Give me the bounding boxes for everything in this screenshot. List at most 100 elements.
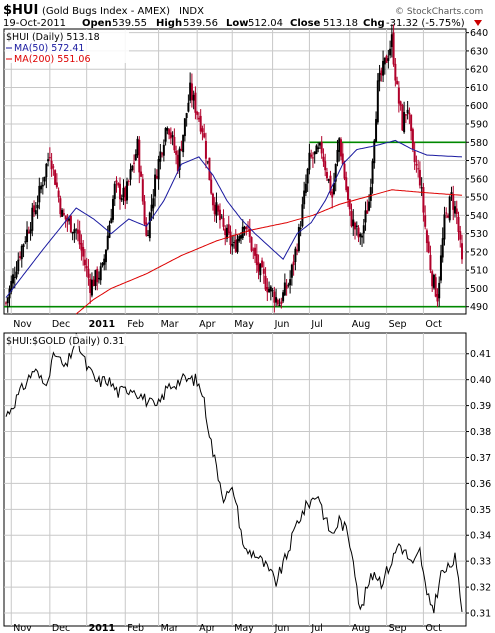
price-body	[441, 238, 444, 258]
price-body	[215, 202, 218, 216]
price-x-axis: Nov Dec 2011 Feb Mar Apr May Jun Jul Aug Sep Oct	[13, 319, 442, 330]
price-body	[306, 168, 309, 184]
price-body	[355, 225, 358, 228]
ratio-y-axis: 0.31 0.32 0.33 0.34 0.35 0.36 0.37 0.38 0.39 0.40…	[466, 349, 491, 620]
price-body	[361, 235, 364, 238]
price-body	[301, 204, 304, 227]
y-tick-label: 630	[470, 46, 488, 57]
price-body	[10, 280, 13, 292]
price-body	[47, 159, 50, 162]
price-body	[52, 166, 55, 168]
price-y-axis: 490 500 510 520 530 540 550 560 570 580 590 600 610 6…	[466, 28, 488, 313]
price-body	[394, 63, 397, 81]
price-body	[147, 235, 150, 237]
price-body	[59, 198, 62, 215]
price-body	[332, 182, 335, 195]
price-body	[154, 174, 157, 197]
price-body	[352, 219, 355, 227]
price-body	[262, 268, 265, 274]
price-body	[240, 235, 243, 239]
x-tick-label: Dec	[52, 623, 70, 633]
price-body	[310, 154, 313, 157]
open-label: Open	[82, 18, 112, 29]
price-body	[255, 253, 258, 266]
price-body	[434, 277, 437, 297]
price-body	[73, 229, 76, 233]
price-body	[248, 228, 251, 237]
price-body	[450, 192, 453, 196]
x-tick-label: Feb	[127, 319, 144, 330]
price-body	[190, 83, 193, 100]
price-body	[455, 208, 458, 214]
price-body	[411, 129, 414, 150]
price-body	[392, 32, 395, 65]
price-body	[192, 94, 195, 101]
price-body	[78, 230, 81, 245]
price-body	[250, 237, 253, 251]
price-body	[399, 101, 402, 106]
price-body	[122, 187, 125, 198]
price-body	[354, 222, 357, 230]
price-body	[175, 150, 178, 155]
price-body	[427, 241, 430, 253]
price-body	[26, 229, 29, 243]
price-body	[50, 160, 53, 170]
price-body	[403, 112, 406, 133]
y-tick-label: 0.32	[470, 583, 491, 594]
price-body	[341, 153, 344, 164]
y-tick-label: 610	[470, 83, 488, 94]
low-value: 512.04	[248, 18, 283, 29]
price-body	[304, 183, 307, 193]
price-body	[245, 226, 248, 229]
price-body	[404, 114, 407, 116]
price-body	[439, 255, 442, 281]
price-body	[13, 276, 16, 278]
price-body	[29, 229, 32, 234]
price-body	[164, 128, 167, 142]
price-body	[396, 80, 399, 84]
price-body	[280, 301, 283, 305]
symbol-label: $HUI	[3, 3, 38, 18]
price-body	[110, 218, 113, 224]
y-tick-label: 570	[470, 156, 488, 167]
price-body	[243, 226, 246, 230]
price-body	[380, 70, 383, 76]
price-body	[285, 285, 288, 289]
price-body	[54, 170, 57, 185]
price-body	[225, 227, 228, 239]
price-body	[34, 210, 37, 215]
price-body	[38, 185, 41, 203]
price-body	[40, 185, 43, 190]
price-body	[31, 207, 34, 231]
price-body	[80, 242, 83, 251]
price-body	[233, 242, 235, 244]
price-body	[83, 259, 86, 266]
price-body	[5, 302, 7, 304]
price-body	[271, 290, 274, 292]
price-body	[364, 210, 367, 223]
price-body	[282, 292, 285, 302]
price-body	[417, 168, 420, 170]
y-tick-label: 0.33	[470, 557, 491, 568]
y-tick-label: 0.34	[470, 531, 491, 542]
x-tick-label: Mar	[161, 623, 179, 633]
price-body	[126, 181, 129, 201]
chart-header: $HUI (Gold Bugs Index - AMEX) INDX © Sto…	[3, 3, 483, 29]
x-tick-label: Sep	[389, 319, 407, 330]
price-body	[338, 138, 341, 152]
y-tick-label: 600	[470, 101, 488, 112]
price-body	[366, 210, 369, 214]
y-tick-label: 0.40	[470, 375, 491, 386]
price-body	[19, 256, 22, 258]
date-label: 19-Oct-2011	[3, 18, 66, 29]
watermark: © StockCharts.com	[395, 7, 483, 17]
price-body	[196, 111, 199, 115]
price-body	[443, 214, 446, 240]
y-tick-label: 0.38	[470, 427, 491, 438]
price-body	[276, 299, 279, 305]
price-body	[218, 209, 221, 221]
y-tick-label: 0.36	[470, 479, 491, 490]
x-tick-label: Aug	[352, 623, 371, 633]
